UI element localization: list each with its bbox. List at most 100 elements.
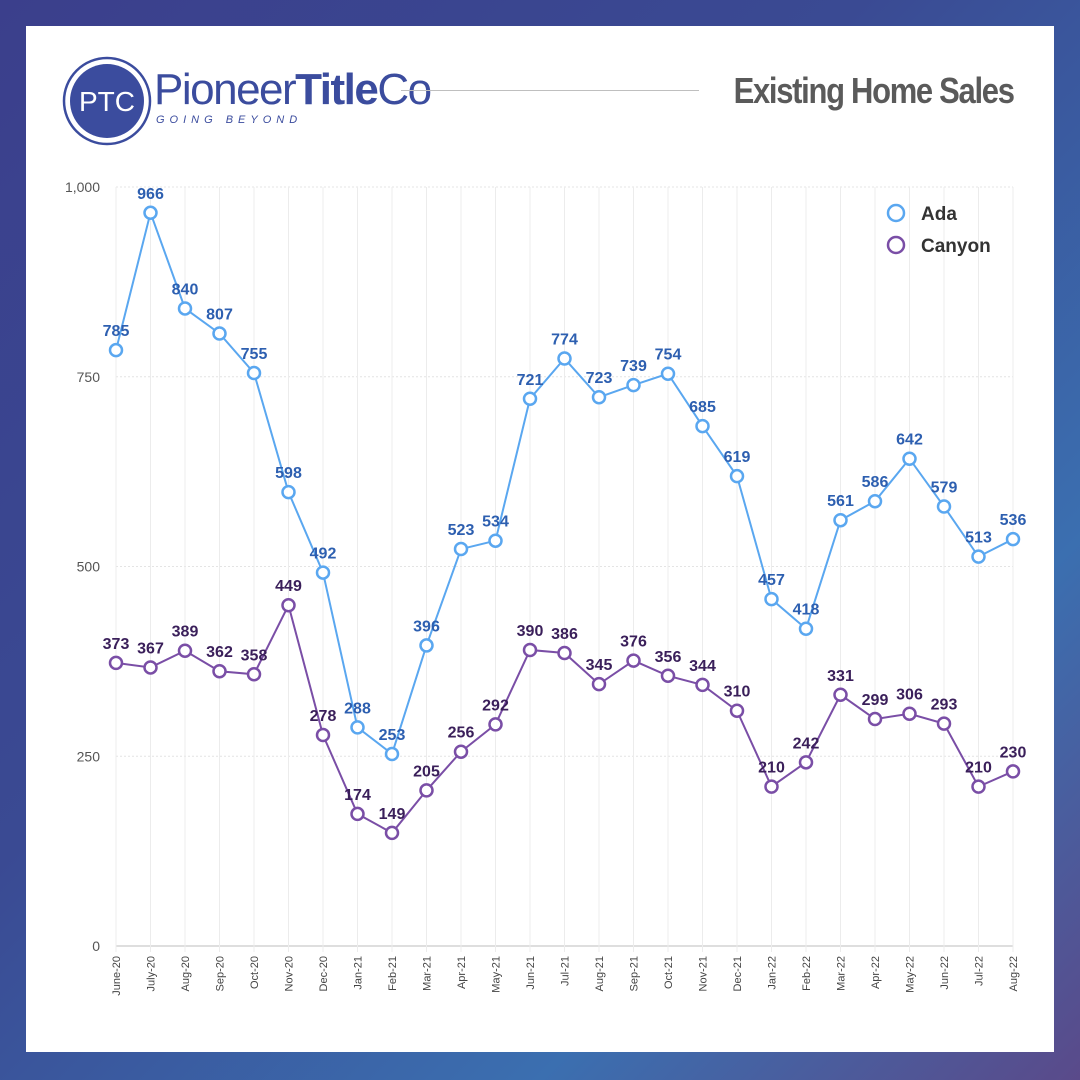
ada-data-label: 513 xyxy=(965,530,992,547)
x-tick-label: Jan-21 xyxy=(353,956,365,990)
ada-data-point xyxy=(108,342,124,358)
brand-bold: Title xyxy=(295,65,379,114)
ada-data-label: 785 xyxy=(103,323,130,340)
y-tick-label: 750 xyxy=(77,369,101,385)
page-title: Existing Home Sales xyxy=(733,70,1015,111)
x-tick-label: Jul-22 xyxy=(974,956,986,986)
canyon-data-label: 278 xyxy=(310,708,337,725)
ada-data-label: 253 xyxy=(379,727,406,744)
ada-data-point xyxy=(660,366,676,381)
y-tick-label: 500 xyxy=(77,559,101,575)
canyon-data-label: 386 xyxy=(551,626,578,643)
ada-data-point xyxy=(867,493,883,509)
x-tick-label: Jun-22 xyxy=(939,956,951,990)
canyon-data-point xyxy=(626,653,641,668)
ada-data-label: 774 xyxy=(551,332,578,349)
canyon-data-point xyxy=(177,643,193,658)
ada-data-point xyxy=(557,351,572,366)
ada-data-label: 642 xyxy=(896,432,923,449)
canyon-data-label: 205 xyxy=(413,763,440,780)
ada-data-label: 721 xyxy=(517,372,544,389)
ada-data-label: 723 xyxy=(586,370,613,387)
canyon-data-label: 149 xyxy=(379,806,406,823)
brand-name: PioneerTitleCo xyxy=(154,65,432,114)
canyon-data-label: 299 xyxy=(862,692,889,709)
ada-data-point xyxy=(384,746,400,762)
logo-monogram: PTC xyxy=(79,86,135,117)
x-tick-label: Aug-22 xyxy=(1008,956,1020,991)
ada-data-label: 457 xyxy=(758,572,785,589)
canyon-data-point xyxy=(833,687,848,703)
ada-data-point xyxy=(798,621,814,636)
ada-data-point xyxy=(695,418,710,434)
ada-data-point xyxy=(177,301,193,316)
canyon-data-label: 389 xyxy=(172,624,199,641)
x-tick-label: Dec-21 xyxy=(732,956,744,991)
x-tick-label: Aug-20 xyxy=(180,956,192,991)
ada-data-point xyxy=(488,533,503,548)
ada-data-label: 579 xyxy=(931,480,958,497)
canyon-legend-label: Canyon xyxy=(921,236,991,257)
canyon-data-label: 242 xyxy=(793,735,820,752)
x-tick-label: Apr-22 xyxy=(870,956,882,989)
ada-data-point xyxy=(281,484,296,500)
chart-card: PTC PioneerTitleCo GOING BEYOND Existing… xyxy=(26,26,1054,1052)
y-tick-label: 1,000 xyxy=(65,179,100,195)
ada-data-point xyxy=(764,591,779,607)
canyon-data-label: 292 xyxy=(482,697,509,714)
x-tick-label: Apr-21 xyxy=(456,956,468,989)
canyon-data-point xyxy=(971,779,986,794)
ada-data-label: 396 xyxy=(413,618,440,635)
ada-data-label: 840 xyxy=(172,281,199,298)
ada-data-label: 619 xyxy=(724,449,751,466)
x-tick-label: May-21 xyxy=(491,956,503,993)
canyon-data-label: 210 xyxy=(758,760,785,777)
ada-data-label: 492 xyxy=(310,546,337,563)
canyon-data-label: 449 xyxy=(275,578,302,595)
y-axis: 0 250 500 750 1,000 xyxy=(65,179,100,954)
x-tick-label: June-20 xyxy=(111,956,123,996)
data-labels: 785 966 840 807 755 598 492 288 253 396 523 534 721 7… xyxy=(103,186,1027,823)
canyon-data-label: 230 xyxy=(1000,744,1027,761)
ptc-logo: PTC xyxy=(62,56,152,146)
brand-regular: Pioneer xyxy=(154,65,297,114)
canyon-data-point xyxy=(798,755,814,770)
canyon-data-point xyxy=(350,806,365,822)
x-tick-label: Sep-21 xyxy=(629,956,641,991)
canyon-data-label: 367 xyxy=(137,640,164,657)
ada-data-label: 561 xyxy=(827,493,854,510)
ada-data-point xyxy=(626,377,641,393)
brand-suffix: Co xyxy=(377,65,432,114)
x-tick-label: Jun-21 xyxy=(525,956,537,990)
ada-data-label: 536 xyxy=(1000,512,1027,529)
ada-data-point xyxy=(902,451,917,466)
canyon-data-point xyxy=(143,660,158,675)
x-tick-label: Sep-20 xyxy=(215,956,227,991)
canyon-data-point xyxy=(453,744,469,759)
brand-tagline: GOING BEYOND xyxy=(156,114,303,126)
ada-data-point xyxy=(522,391,538,407)
ada-data-label: 598 xyxy=(275,465,302,482)
canyon-data-point xyxy=(1005,764,1021,779)
canyon-data-label: 362 xyxy=(206,644,233,661)
canyon-data-point xyxy=(591,676,607,692)
x-tick-label: Dec-20 xyxy=(318,956,330,991)
canyon-data-point xyxy=(557,645,572,661)
x-tick-label: Oct-20 xyxy=(249,956,261,989)
x-tick-label: Jan-22 xyxy=(767,956,779,990)
ada-data-label: 807 xyxy=(206,306,233,323)
ada-data-label: 586 xyxy=(862,474,889,491)
x-tick-label: Oct-21 xyxy=(663,956,675,989)
ada-data-label: 418 xyxy=(793,602,820,619)
chart-series xyxy=(108,205,1021,841)
y-tick-label: 250 xyxy=(77,748,101,764)
ada-data-point xyxy=(729,468,745,484)
x-tick-label: Nov-20 xyxy=(284,956,296,991)
x-tick-label: May-22 xyxy=(905,956,917,993)
y-tick-label: 0 xyxy=(92,938,100,954)
canyon-data-label: 256 xyxy=(448,725,475,742)
canyon-data-point xyxy=(212,663,227,679)
ada-data-point xyxy=(936,499,952,514)
ada-data-point xyxy=(246,365,262,381)
ada-data-point xyxy=(315,565,331,580)
